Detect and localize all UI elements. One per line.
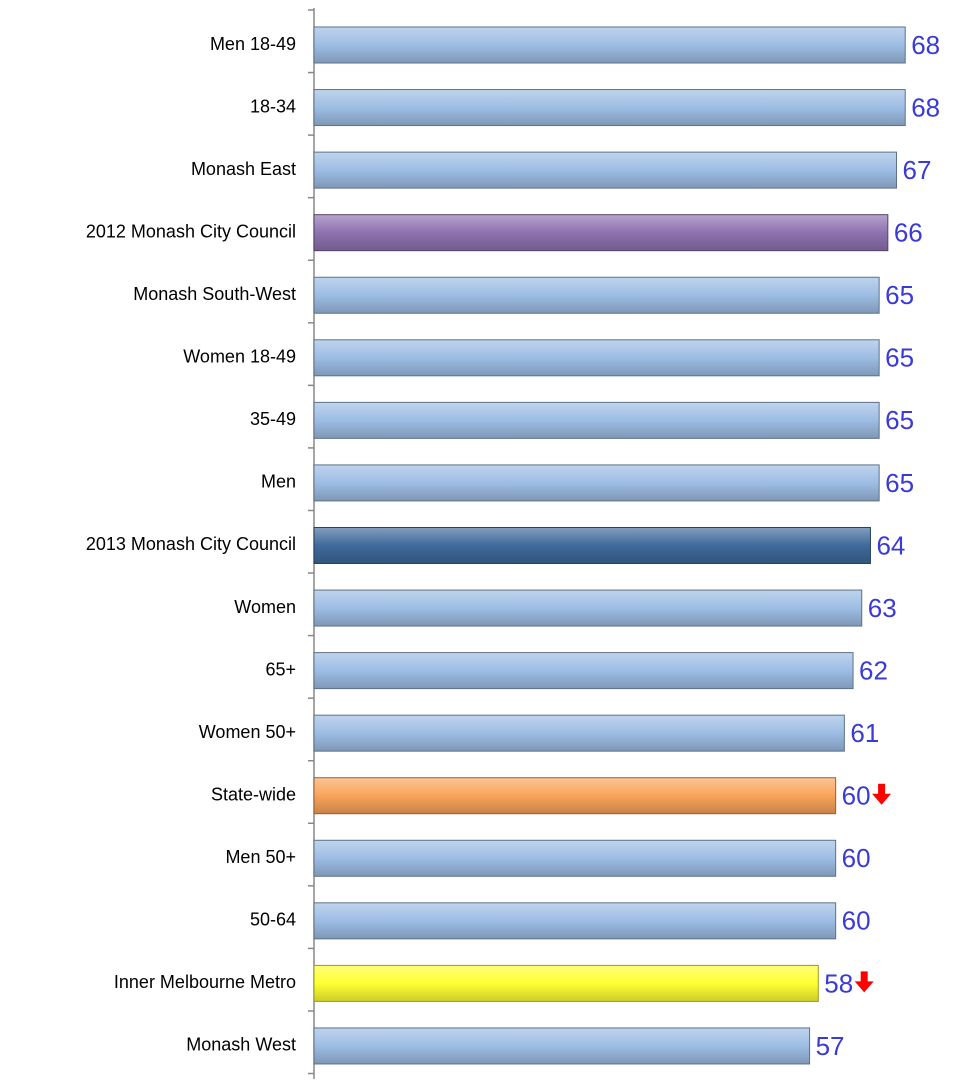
category-label: 2012 Monash City Council <box>86 221 296 241</box>
value-label: 65 <box>885 405 914 435</box>
value-label: 61 <box>850 718 879 748</box>
bar <box>313 714 845 752</box>
category-label: Women 18-49 <box>183 347 296 367</box>
category-label: Men 18-49 <box>210 34 296 54</box>
value-label: 63 <box>868 593 897 623</box>
bar <box>313 89 906 127</box>
category-label: Men 50+ <box>225 847 296 867</box>
bar <box>313 401 880 439</box>
value-label: 58 <box>824 968 853 998</box>
category-label: Men <box>261 472 296 492</box>
bar <box>313 276 880 314</box>
category-label: State-wide <box>211 784 296 804</box>
bar <box>313 464 880 502</box>
down-arrow <box>872 783 892 805</box>
category-label: Women <box>234 597 296 617</box>
category-label: 2013 Monash City Council <box>86 534 296 554</box>
bar <box>313 589 863 627</box>
value-label: 68 <box>911 92 940 122</box>
bar <box>313 652 854 690</box>
category-label: 65+ <box>265 659 296 679</box>
bar <box>313 964 819 1002</box>
category-label: Monash East <box>191 159 296 179</box>
value-label: 68 <box>911 30 940 60</box>
bar <box>313 526 871 564</box>
bar <box>313 777 837 815</box>
bar <box>313 1027 811 1065</box>
value-label: 62 <box>859 655 888 685</box>
bar <box>313 839 837 877</box>
value-label: 66 <box>894 218 923 248</box>
bar <box>313 902 837 940</box>
category-label: Women 50+ <box>199 722 296 742</box>
value-label: 65 <box>885 343 914 373</box>
value-label: 67 <box>903 155 932 185</box>
value-label: 60 <box>842 906 871 936</box>
bar <box>313 151 898 189</box>
category-label: Monash South-West <box>133 284 296 304</box>
category-label: 35-49 <box>250 409 296 429</box>
value-label: 65 <box>885 468 914 498</box>
value-label: 60 <box>842 843 871 873</box>
bar <box>313 214 889 252</box>
value-label: 65 <box>885 280 914 310</box>
bar <box>313 26 906 64</box>
value-label: 57 <box>816 1031 845 1061</box>
category-label: Inner Melbourne Metro <box>114 972 296 992</box>
down-arrow <box>854 971 874 993</box>
bar <box>313 339 880 377</box>
category-label: 50-64 <box>250 910 296 930</box>
value-label: 64 <box>876 530 905 560</box>
category-label: 18-34 <box>250 96 296 116</box>
value-label: 60 <box>842 781 871 811</box>
category-label: Monash West <box>186 1035 296 1055</box>
